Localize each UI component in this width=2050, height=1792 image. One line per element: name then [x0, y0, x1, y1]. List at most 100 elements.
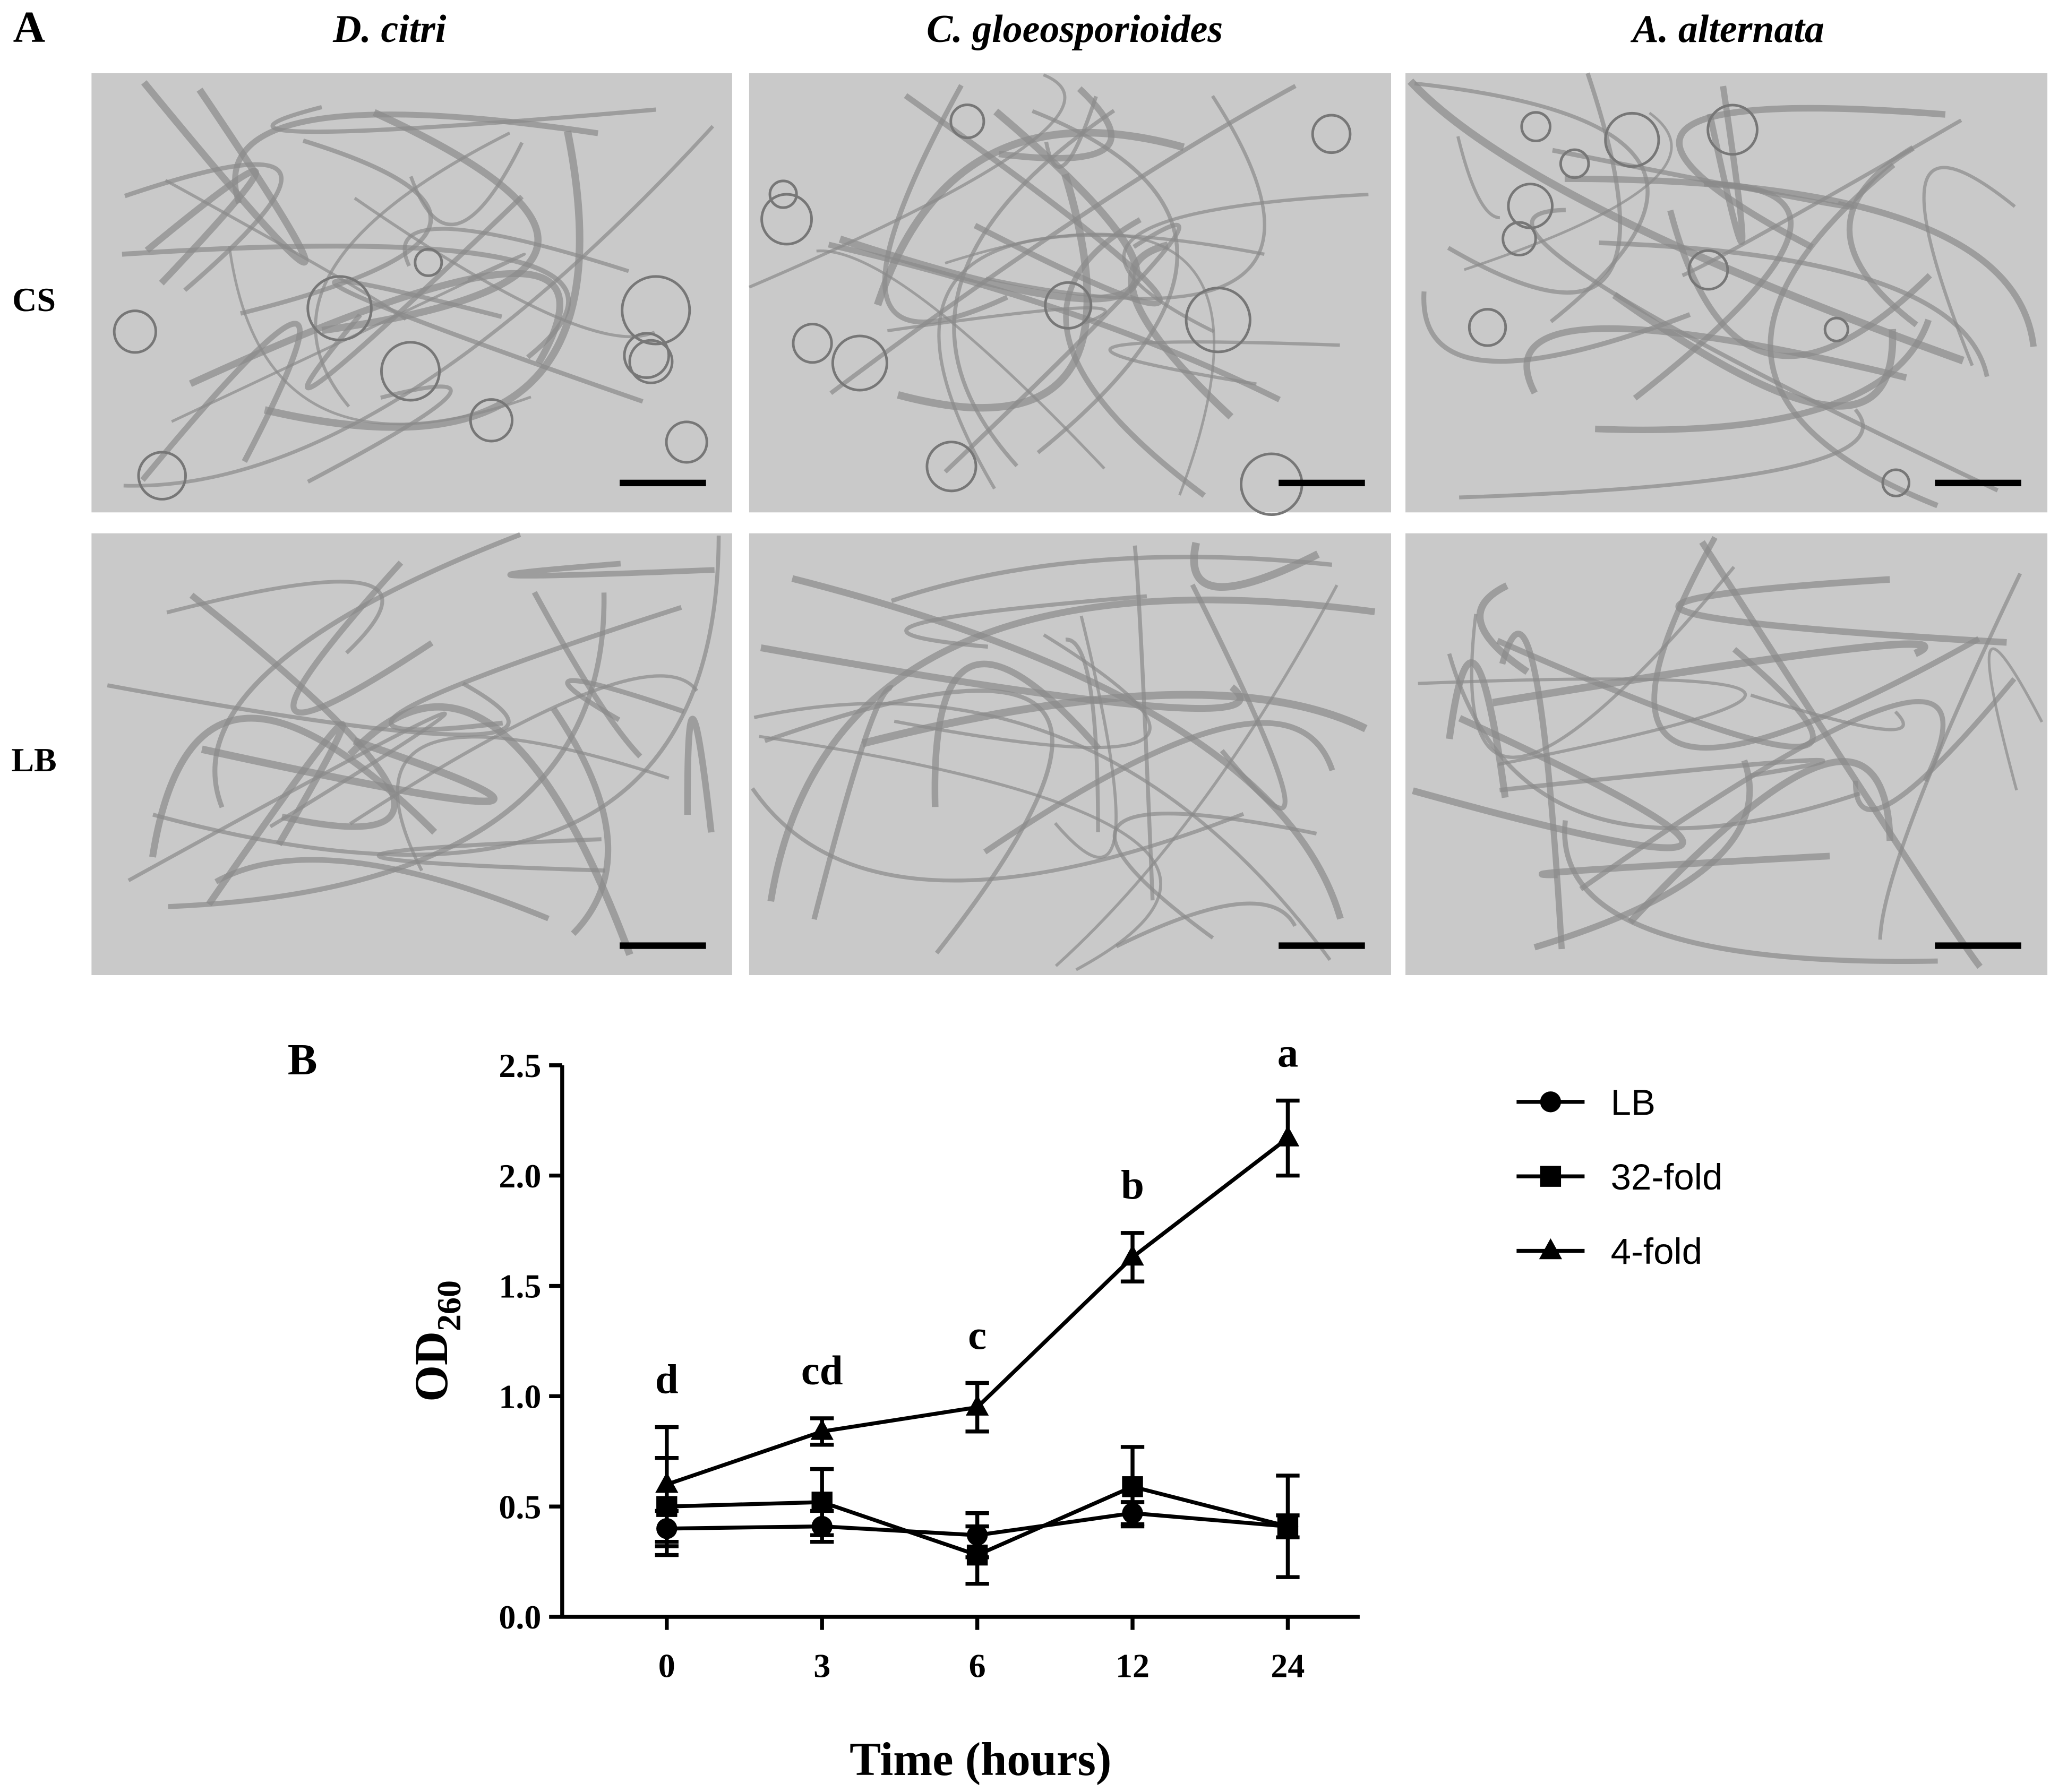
hypha: [396, 735, 670, 872]
hypha: [168, 592, 607, 909]
y-tick-label: 0.0: [499, 1598, 541, 1636]
hypha: [531, 591, 642, 759]
hypha: [1499, 631, 1565, 950]
row-label: CS: [12, 281, 56, 318]
significance-letter: a: [1277, 1030, 1298, 1076]
hypha: [890, 555, 1333, 603]
cell: [1468, 308, 1507, 347]
hypha: [188, 270, 563, 387]
hypha: [349, 674, 698, 825]
column-title: C. gloeosporioides: [927, 7, 1223, 50]
hypha: [1562, 820, 1938, 964]
cell: [1823, 316, 1849, 342]
hypha: [263, 130, 584, 431]
hypha: [1496, 637, 1816, 750]
hypha: [1407, 78, 1965, 365]
hyphae: [748, 73, 1369, 516]
panel-label: A: [13, 3, 45, 52]
significance-letter: c: [968, 1312, 987, 1358]
y-tick-label: 2.5: [499, 1047, 541, 1084]
hypha: [201, 737, 498, 805]
hypha: [1878, 572, 2022, 940]
hypha: [402, 227, 630, 273]
x-tick-label: 6: [969, 1647, 986, 1684]
hypha: [1699, 540, 1983, 969]
marker: [966, 1544, 988, 1566]
cell: [665, 420, 708, 464]
hypha: [1492, 640, 1928, 707]
cell: [1502, 221, 1537, 257]
hypha: [937, 233, 1265, 490]
cell: [628, 339, 674, 384]
cell: [925, 441, 977, 493]
hypha: [1675, 576, 2007, 646]
hypha: [1599, 240, 1989, 377]
hypha: [144, 168, 259, 286]
hypha: [1651, 536, 1980, 751]
hypha: [791, 575, 1344, 920]
hypha: [1594, 318, 1932, 433]
hypha: [816, 249, 1105, 470]
hypha: [1847, 145, 1918, 328]
cell: [1520, 111, 1552, 142]
hypha: [124, 162, 284, 292]
hypha: [376, 837, 605, 873]
hypha: [166, 580, 384, 654]
y-tick-label: 2.0: [499, 1157, 541, 1195]
hypha: [107, 682, 511, 737]
legend-marker: [1540, 1091, 1562, 1113]
micrograph: [1405, 73, 2048, 513]
cell: [1044, 281, 1093, 330]
cell: [113, 309, 157, 354]
hypha: [882, 84, 1008, 325]
hypha: [149, 714, 438, 858]
marker: [655, 1471, 679, 1493]
hypha: [1446, 659, 1509, 798]
hypha: [212, 532, 521, 808]
y-tick-label: 1.0: [499, 1378, 541, 1416]
scale-bar: [1935, 942, 2021, 949]
legend-label: 32-fold: [1611, 1157, 1723, 1197]
row-label: LB: [11, 741, 56, 779]
hypha: [1456, 136, 1500, 220]
hypha: [1108, 340, 1340, 386]
cell: [621, 275, 691, 346]
hypha: [270, 105, 656, 134]
hypha: [1579, 699, 1946, 891]
hyphae: [113, 80, 715, 501]
hypha: [1459, 408, 1865, 499]
hypha: [760, 644, 1244, 712]
y-tick-label: 0.5: [499, 1488, 541, 1526]
cell: [1687, 249, 1729, 291]
marker: [965, 1394, 989, 1416]
hypha: [1044, 96, 1098, 169]
cell: [137, 451, 187, 501]
hypha: [551, 707, 612, 936]
hyphae: [1412, 536, 2044, 969]
hypha: [305, 194, 524, 391]
marker: [810, 1419, 834, 1440]
hypha: [759, 735, 1162, 971]
hypha: [1533, 759, 1753, 951]
hypha: [943, 222, 1181, 473]
hypha: [811, 685, 894, 920]
cell: [623, 332, 671, 379]
hypha: [904, 594, 1147, 649]
hypha: [894, 633, 1152, 749]
hyphae: [107, 532, 721, 957]
x-tick-label: 12: [1116, 1647, 1150, 1684]
hypha: [1627, 758, 1894, 925]
marker: [811, 1492, 833, 1513]
hypha: [565, 678, 685, 722]
hypha: [1421, 291, 1691, 364]
hypha: [332, 279, 644, 404]
hypha: [1564, 175, 2037, 347]
hypha: [507, 561, 715, 579]
hypha: [767, 596, 1376, 902]
legend-label: 4-fold: [1611, 1231, 1702, 1272]
hypha: [1054, 584, 1339, 967]
column-title: D. citri: [332, 7, 447, 50]
x-axis-label: Time (hours): [850, 1734, 1111, 1786]
hypha: [1852, 677, 2017, 812]
scale-bar: [620, 479, 706, 487]
